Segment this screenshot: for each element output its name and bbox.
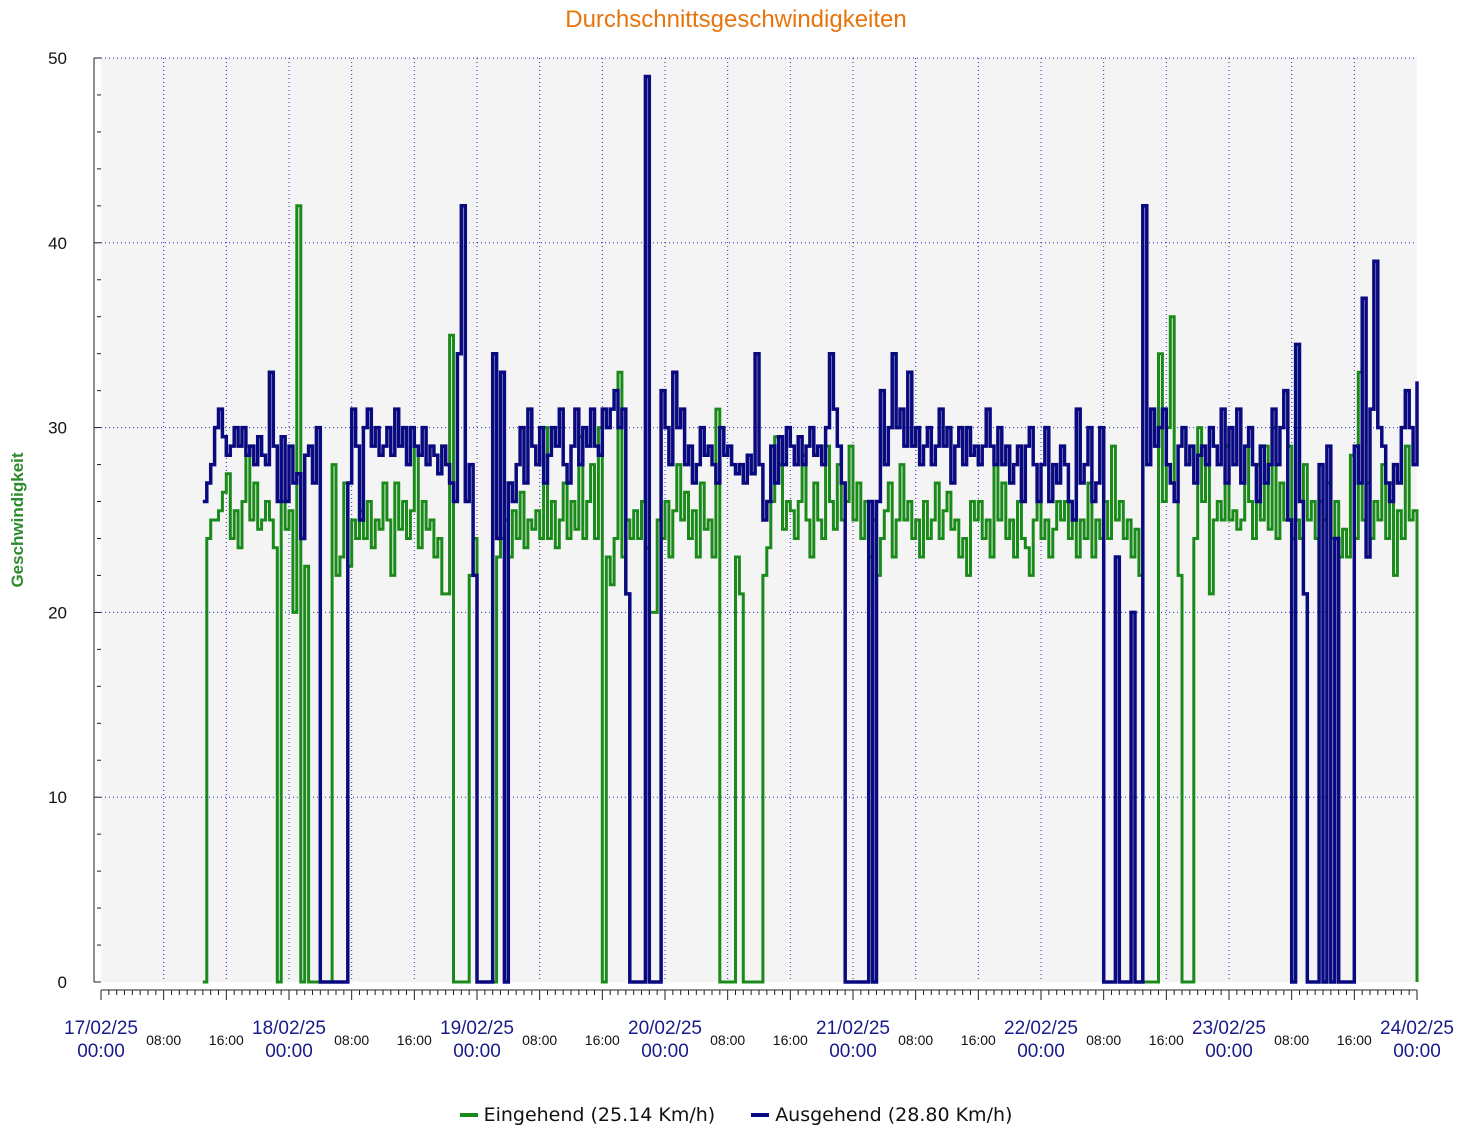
x-tick-label: 16:00 (1337, 1032, 1372, 1048)
legend-item-outgoing: Ausgehend (28.80 Km/h) (751, 1104, 1012, 1126)
x-tick-label: 16:00 (1149, 1032, 1184, 1048)
x-tick-label: 16:00 (397, 1032, 432, 1048)
x-tick-time: 00:00 (641, 1041, 689, 1062)
legend-swatch-incoming (460, 1113, 478, 1117)
x-tick-time: 00:00 (453, 1041, 501, 1062)
y-tick-label: 50 (48, 49, 67, 68)
x-tick-label: 08:00 (710, 1032, 745, 1048)
x-tick-label: 08:00 (898, 1032, 933, 1048)
x-tick-date: 23/02/25 (1192, 1018, 1266, 1039)
legend-label-outgoing: Ausgehend (28.80 Km/h) (775, 1104, 1012, 1126)
y-tick-label: 30 (48, 419, 67, 438)
legend: Eingehend (25.14 Km/h) Ausgehend (28.80 … (0, 1104, 1472, 1126)
y-tick-label: 20 (48, 603, 67, 622)
x-tick-label: 08:00 (522, 1032, 557, 1048)
x-tick-date: 22/02/25 (1004, 1018, 1078, 1039)
x-tick-date: 21/02/25 (816, 1018, 890, 1039)
x-tick-label: 16:00 (209, 1032, 244, 1048)
y-tick-label: 10 (48, 788, 67, 807)
x-tick-label: 08:00 (1086, 1032, 1121, 1048)
y-tick-label: 40 (48, 234, 67, 253)
x-tick-date: 19/02/25 (440, 1018, 514, 1039)
x-tick-date: 18/02/25 (252, 1018, 326, 1039)
x-tick-time: 00:00 (77, 1041, 125, 1062)
x-tick-label: 16:00 (585, 1032, 620, 1048)
legend-swatch-outgoing (751, 1113, 769, 1117)
legend-label-incoming: Eingehend (25.14 Km/h) (484, 1104, 716, 1126)
x-tick-label: 16:00 (773, 1032, 808, 1048)
x-tick-date: 17/02/25 (64, 1018, 138, 1039)
x-tick-label: 16:00 (961, 1032, 996, 1048)
plot-background (101, 58, 1417, 982)
x-tick-time: 00:00 (265, 1041, 313, 1062)
x-tick-time: 00:00 (829, 1041, 877, 1062)
x-tick-label: 08:00 (146, 1032, 181, 1048)
x-tick-label: 08:00 (1274, 1032, 1309, 1048)
x-tick-time: 00:00 (1205, 1041, 1253, 1062)
x-tick-label: 08:00 (334, 1032, 369, 1048)
x-tick-time: 00:00 (1017, 1041, 1065, 1062)
x-tick-date: 20/02/25 (628, 1018, 702, 1039)
x-tick-time: 00:00 (1393, 1041, 1441, 1062)
y-tick-label: 0 (58, 973, 67, 992)
legend-item-incoming: Eingehend (25.14 Km/h) (460, 1104, 716, 1126)
x-tick-date: 24/02/25 (1380, 1018, 1454, 1039)
